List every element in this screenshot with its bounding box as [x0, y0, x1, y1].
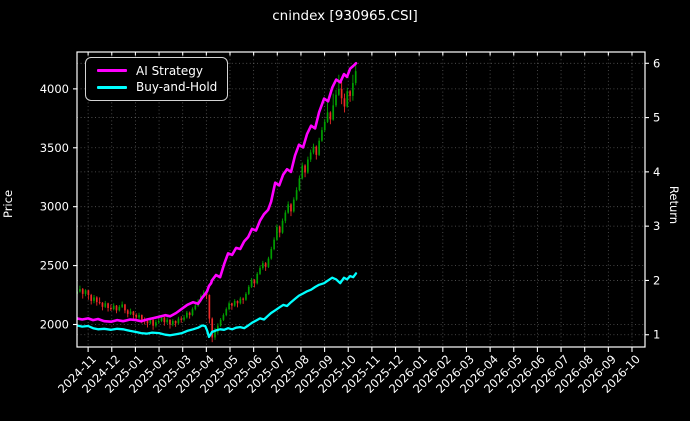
return-tick-label: 3	[653, 219, 660, 233]
return-tick-label: 2	[653, 273, 660, 287]
return-tick-label: 5	[653, 111, 660, 125]
legend-item-buy-and-hold: Buy-and-Hold	[86, 80, 227, 94]
legend-label-ai-strategy: AI Strategy	[136, 63, 203, 78]
plot-border	[76, 51, 646, 348]
tick-marks	[73, 52, 649, 352]
price-tick-label: 3500	[40, 141, 69, 155]
legend-item-ai-strategy: AI Strategy	[86, 64, 227, 78]
price-tick-label: 4000	[40, 82, 69, 96]
candles-layer	[77, 62, 357, 343]
ai-strategy-line-swatch	[97, 69, 127, 73]
axis-tick-label-layer: 2000 2500 3000 3500 4000 1 2 3 4 5 6	[40, 56, 661, 341]
return-tick-label: 1	[653, 328, 660, 342]
buy-and-hold-line	[77, 272, 358, 339]
price-tick-label: 2500	[40, 259, 69, 273]
legend-label-buy-and-hold: Buy-and-Hold	[136, 80, 218, 95]
price-tick-label: 3000	[40, 200, 69, 214]
buy-and-hold-line-swatch	[97, 85, 127, 89]
legend-box: AI Strategy Buy-and-Hold	[85, 57, 228, 101]
left-axis-label: Price	[1, 189, 15, 219]
price-tick-label: 2000	[40, 317, 69, 331]
chart-title: cnindex [930965.CSI]	[272, 8, 418, 24]
ai-strategy-line	[77, 61, 358, 324]
return-tick-label: 6	[653, 56, 660, 70]
return-tick-label: 4	[653, 165, 660, 179]
right-axis-label: Return	[667, 185, 681, 225]
